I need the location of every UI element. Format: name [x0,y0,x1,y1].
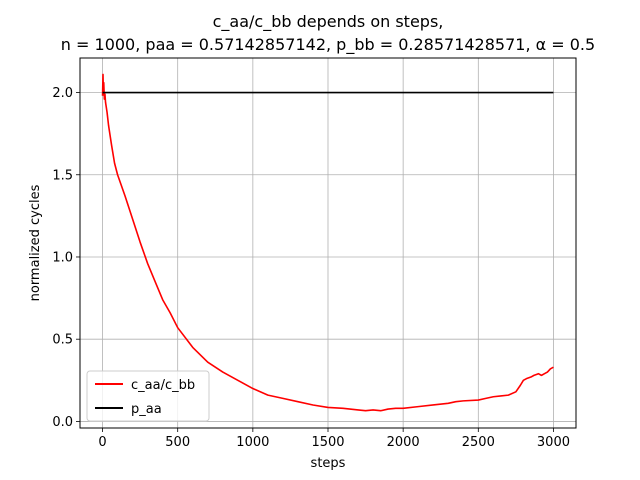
legend-label-c-aa-c-bb: c_aa/c_bb [131,378,195,393]
legend: c_aa/c_bb p_aa [86,370,210,422]
y-tick-label: 1.0 [52,250,73,265]
chart-title-line1: c_aa/c_bb depends on steps, [213,12,444,32]
y-axis: 0.0 0.5 1.0 1.5 2.0 [52,86,80,430]
x-tick-label: 500 [165,435,190,450]
y-axis-label: normalized cycles [28,184,43,301]
x-tick-label: 2000 [387,435,420,450]
x-axis-label: steps [311,456,346,471]
x-tick-label: 3000 [537,435,570,450]
chart-title-line2: n = 1000, paa = 0.57142857142, p_bb = 0.… [61,35,595,55]
series-line-c-aa-c-bb [101,73,554,412]
x-axis: 0 500 1000 1500 2000 2500 3000 [98,428,570,450]
y-tick-label: 0.0 [52,415,73,430]
x-tick-label: 1000 [236,435,269,450]
x-tick-label: 0 [98,435,106,450]
x-tick-label: 1500 [311,435,344,450]
x-tick-label: 2500 [462,435,495,450]
y-tick-label: 1.5 [52,168,73,183]
y-tick-label: 0.5 [52,333,73,348]
legend-label-p-aa: p_aa [131,402,162,417]
y-tick-label: 2.0 [52,86,73,101]
plot-series [101,73,554,412]
